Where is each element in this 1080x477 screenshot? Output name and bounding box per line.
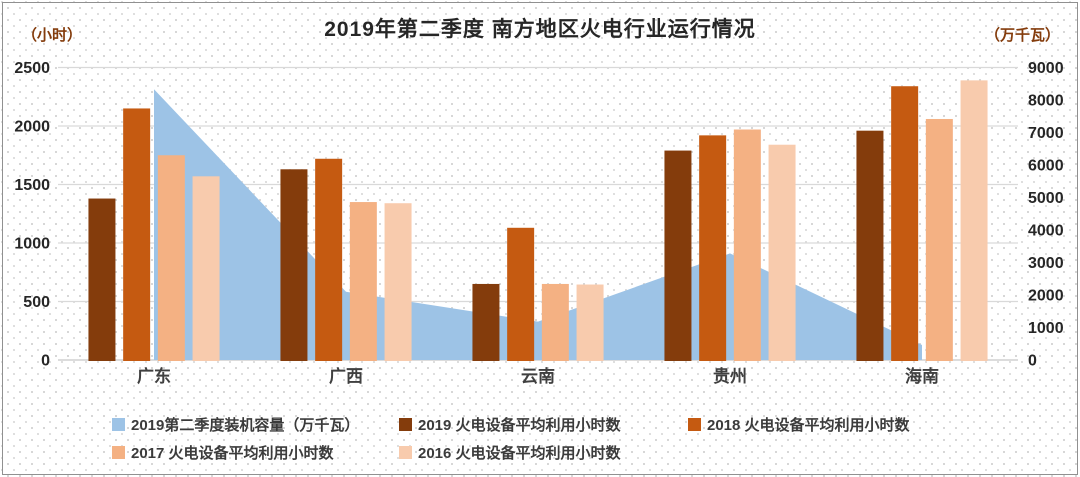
left-axis-tick-label: 1000	[14, 236, 50, 253]
chart-title: 2019年第二季度 南方地区火电行业运行情况	[324, 18, 756, 41]
right-axis-tick-label: 6000	[1028, 158, 1064, 175]
bar-2019-云南	[472, 283, 500, 361]
bar-2018-贵州	[699, 135, 727, 361]
legend-swatch-2017-hours	[112, 445, 125, 459]
legend-item-2016-hours: 2016 火电设备平均利用小时数	[399, 444, 621, 462]
left-axis-tick-label: 2000	[14, 119, 50, 136]
left-axis-tick-label: 1500	[14, 177, 50, 194]
right-axis-tick-label: 4000	[1028, 223, 1064, 240]
left-axis-tick-label: 0	[41, 353, 50, 370]
bar-2019-广东	[88, 198, 116, 361]
bar-2016-海南	[960, 80, 988, 362]
bar-2017-广西	[349, 202, 377, 361]
right-axis-unit-label: （万千瓦）	[984, 27, 1060, 44]
legend-label-2019-hours: 2019 火电设备平均利用小时数	[418, 416, 621, 434]
bar-2018-海南	[891, 86, 919, 361]
bar-2019-广西	[280, 169, 308, 361]
bar-2018-广东	[123, 108, 151, 361]
left-axis-tick-label: 2500	[14, 60, 50, 77]
right-axis-tick-label: 8000	[1028, 93, 1064, 110]
bar-2019-贵州	[664, 150, 692, 361]
bar-2016-云南	[576, 284, 604, 361]
bar-2019-海南	[856, 130, 884, 361]
bar-2016-贵州	[768, 144, 796, 361]
legend-label-2016-hours: 2016 火电设备平均利用小时数	[418, 444, 621, 462]
category-label-云南: 云南	[521, 366, 555, 386]
legend-swatch-2019-hours	[399, 417, 412, 431]
bar-2017-海南	[925, 118, 953, 361]
bar-2018-广西	[315, 158, 343, 361]
bar-2018-云南	[507, 227, 535, 361]
right-axis-tick-label: 0	[1028, 353, 1037, 370]
left-axis-tick-label: 500	[23, 294, 50, 311]
right-axis-tick-label: 9000	[1028, 60, 1064, 77]
area-installed-capacity	[154, 89, 922, 361]
right-axis-tick-label: 7000	[1028, 125, 1064, 142]
bar-2016-广西	[384, 203, 412, 361]
legend-item-2018-hours: 2018 火电设备平均利用小时数	[688, 416, 910, 434]
bar-2017-贵州	[733, 129, 761, 361]
legend-item-2019-hours: 2019 火电设备平均利用小时数	[399, 416, 621, 434]
legend-label-capacity: 2019第二季度装机容量（万千瓦）	[131, 416, 360, 434]
right-axis-tick-label: 5000	[1028, 190, 1064, 207]
bar-2017-云南	[541, 283, 569, 361]
right-axis-tick-label: 2000	[1028, 288, 1064, 305]
legend-item-2017-hours: 2017 火电设备平均利用小时数	[112, 444, 334, 462]
left-axis-unit-label: （小时）	[22, 27, 83, 44]
legend-swatch-capacity	[112, 417, 125, 431]
legend-item-capacity: 2019第二季度装机容量（万千瓦）	[112, 416, 360, 434]
category-label-贵州: 贵州	[713, 366, 747, 386]
category-label-广东: 广东	[137, 366, 171, 386]
legend-label-2018-hours: 2018 火电设备平均利用小时数	[707, 416, 910, 434]
bar-2016-广东	[192, 176, 220, 361]
category-label-海南: 海南	[905, 366, 939, 386]
right-axis-tick-label: 1000	[1028, 320, 1064, 337]
legend-swatch-2016-hours	[399, 445, 412, 459]
legend-swatch-2018-hours	[688, 417, 701, 431]
right-axis-tick-label: 3000	[1028, 255, 1064, 272]
category-label-广西: 广西	[329, 366, 363, 386]
bar-2017-广东	[157, 155, 185, 361]
legend-label-2017-hours: 2017 火电设备平均利用小时数	[131, 444, 334, 462]
